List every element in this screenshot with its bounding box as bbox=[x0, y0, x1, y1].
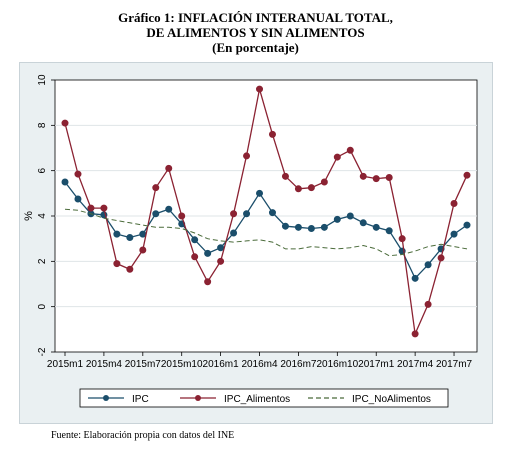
y-tick-label: 8 bbox=[37, 122, 48, 128]
x-tick-label: 2016m1 bbox=[203, 359, 240, 370]
legend-label-ipc-noalimentos: IPC_NoAlimentos bbox=[352, 394, 431, 405]
x-tick-label: 2015m10 bbox=[161, 359, 203, 370]
chart-title-line-2: DE ALIMENTOS Y SIN ALIMENTOS bbox=[146, 25, 365, 40]
data-point-ipc-alimentos bbox=[113, 260, 121, 268]
chart-title-line-1: Gráfico 1: INFLACIÓN INTERANUAL TOTAL, bbox=[118, 10, 393, 25]
data-point-ipc bbox=[372, 223, 380, 231]
data-point-ipc bbox=[217, 244, 225, 252]
data-point-ipc-alimentos bbox=[333, 153, 341, 161]
y-tick-label: 4 bbox=[37, 213, 48, 219]
data-point-ipc-alimentos bbox=[463, 171, 471, 179]
chart-title: Gráfico 1: INFLACIÓN INTERANUAL TOTAL, D… bbox=[0, 10, 511, 55]
data-point-ipc-alimentos bbox=[346, 146, 354, 154]
data-point-ipc bbox=[333, 215, 341, 223]
data-point-ipc bbox=[256, 189, 264, 197]
series-line-ipc-alimentos bbox=[64, 88, 468, 337]
x-tick-label: 2017m7 bbox=[436, 359, 473, 370]
x-tick-label: 2015m1 bbox=[47, 359, 84, 370]
data-point-ipc-alimentos bbox=[281, 172, 289, 180]
legend-marker-ipc-alimentos bbox=[195, 395, 201, 401]
data-point-ipc-alimentos bbox=[307, 184, 315, 192]
data-point-ipc-alimentos bbox=[268, 130, 276, 138]
data-point-ipc-alimentos bbox=[256, 85, 264, 93]
data-point-ipc bbox=[385, 227, 393, 235]
data-point-ipc-alimentos bbox=[178, 212, 186, 220]
y-axis-label: % bbox=[23, 211, 35, 221]
data-point-ipc bbox=[294, 223, 302, 231]
data-point-ipc bbox=[165, 205, 173, 213]
data-point-ipc bbox=[204, 249, 212, 257]
x-tick-label: 2015m7 bbox=[125, 359, 162, 370]
data-point-ipc bbox=[463, 221, 471, 229]
data-point-ipc-alimentos bbox=[424, 300, 432, 308]
data-point-ipc bbox=[307, 224, 315, 232]
data-point-ipc bbox=[152, 210, 160, 218]
data-point-ipc bbox=[450, 230, 458, 238]
data-point-ipc-alimentos bbox=[61, 119, 69, 127]
data-point-ipc bbox=[268, 209, 276, 217]
y-tick-label: 2 bbox=[37, 258, 48, 264]
data-point-ipc-alimentos bbox=[372, 175, 380, 183]
data-point-ipc bbox=[424, 261, 432, 269]
data-point-ipc-alimentos bbox=[74, 170, 82, 178]
data-point-ipc-alimentos bbox=[191, 253, 199, 261]
data-point-ipc-alimentos bbox=[230, 210, 238, 218]
data-point-ipc-alimentos bbox=[450, 200, 458, 208]
data-point-ipc-alimentos bbox=[359, 172, 367, 180]
data-point-ipc-alimentos bbox=[204, 278, 212, 286]
data-point-ipc-alimentos bbox=[100, 204, 108, 212]
series-line-ipc-noalimentos bbox=[64, 208, 468, 257]
data-point-ipc bbox=[191, 236, 199, 244]
data-point-ipc bbox=[61, 178, 69, 186]
x-tick-label: 2016m4 bbox=[241, 359, 278, 370]
data-point-ipc-alimentos bbox=[152, 184, 160, 192]
data-point-ipc-alimentos bbox=[398, 235, 406, 243]
data-point-ipc-alimentos bbox=[139, 246, 147, 254]
data-point-ipc bbox=[359, 219, 367, 227]
data-point-ipc bbox=[411, 274, 419, 282]
data-point-ipc-alimentos bbox=[294, 185, 302, 193]
data-point-ipc bbox=[281, 222, 289, 230]
data-point-ipc-alimentos bbox=[411, 330, 419, 338]
data-point-ipc-alimentos bbox=[385, 173, 393, 181]
data-point-ipc bbox=[74, 195, 82, 203]
data-point-ipc-alimentos bbox=[126, 265, 134, 273]
data-point-ipc bbox=[230, 229, 238, 237]
legend-label-ipc-alimentos: IPC_Alimentos bbox=[224, 394, 290, 405]
legend-label-ipc: IPC bbox=[132, 394, 149, 405]
legend-marker-ipc bbox=[103, 395, 109, 401]
y-tick-label: -2 bbox=[37, 347, 48, 356]
data-point-ipc-alimentos bbox=[87, 204, 95, 212]
data-point-ipc-alimentos bbox=[320, 178, 328, 186]
source-note: Fuente: Elaboración propia con datos del… bbox=[51, 430, 235, 441]
x-tick-label: 2015m4 bbox=[86, 359, 123, 370]
y-tick-label: 10 bbox=[37, 74, 48, 86]
data-point-ipc bbox=[113, 230, 121, 238]
data-point-ipc bbox=[139, 230, 147, 238]
legend-box bbox=[79, 388, 449, 408]
x-tick-label: 2016m10 bbox=[316, 359, 358, 370]
y-tick-label: 6 bbox=[37, 167, 48, 173]
data-point-ipc-alimentos bbox=[437, 254, 445, 262]
data-point-ipc bbox=[320, 223, 328, 231]
data-point-ipc bbox=[243, 210, 251, 218]
x-tick-label: 2016m7 bbox=[280, 359, 317, 370]
x-tick-label: 2017m4 bbox=[397, 359, 434, 370]
data-point-ipc-alimentos bbox=[217, 257, 225, 265]
x-tick-label: 2017m1 bbox=[358, 359, 395, 370]
data-point-ipc-alimentos bbox=[165, 164, 173, 172]
data-point-ipc-alimentos bbox=[243, 152, 251, 160]
chart-subtitle: (En porcentaje) bbox=[212, 40, 299, 55]
data-point-ipc bbox=[126, 234, 134, 242]
y-tick-label: 0 bbox=[37, 303, 48, 309]
data-point-ipc bbox=[346, 212, 354, 220]
